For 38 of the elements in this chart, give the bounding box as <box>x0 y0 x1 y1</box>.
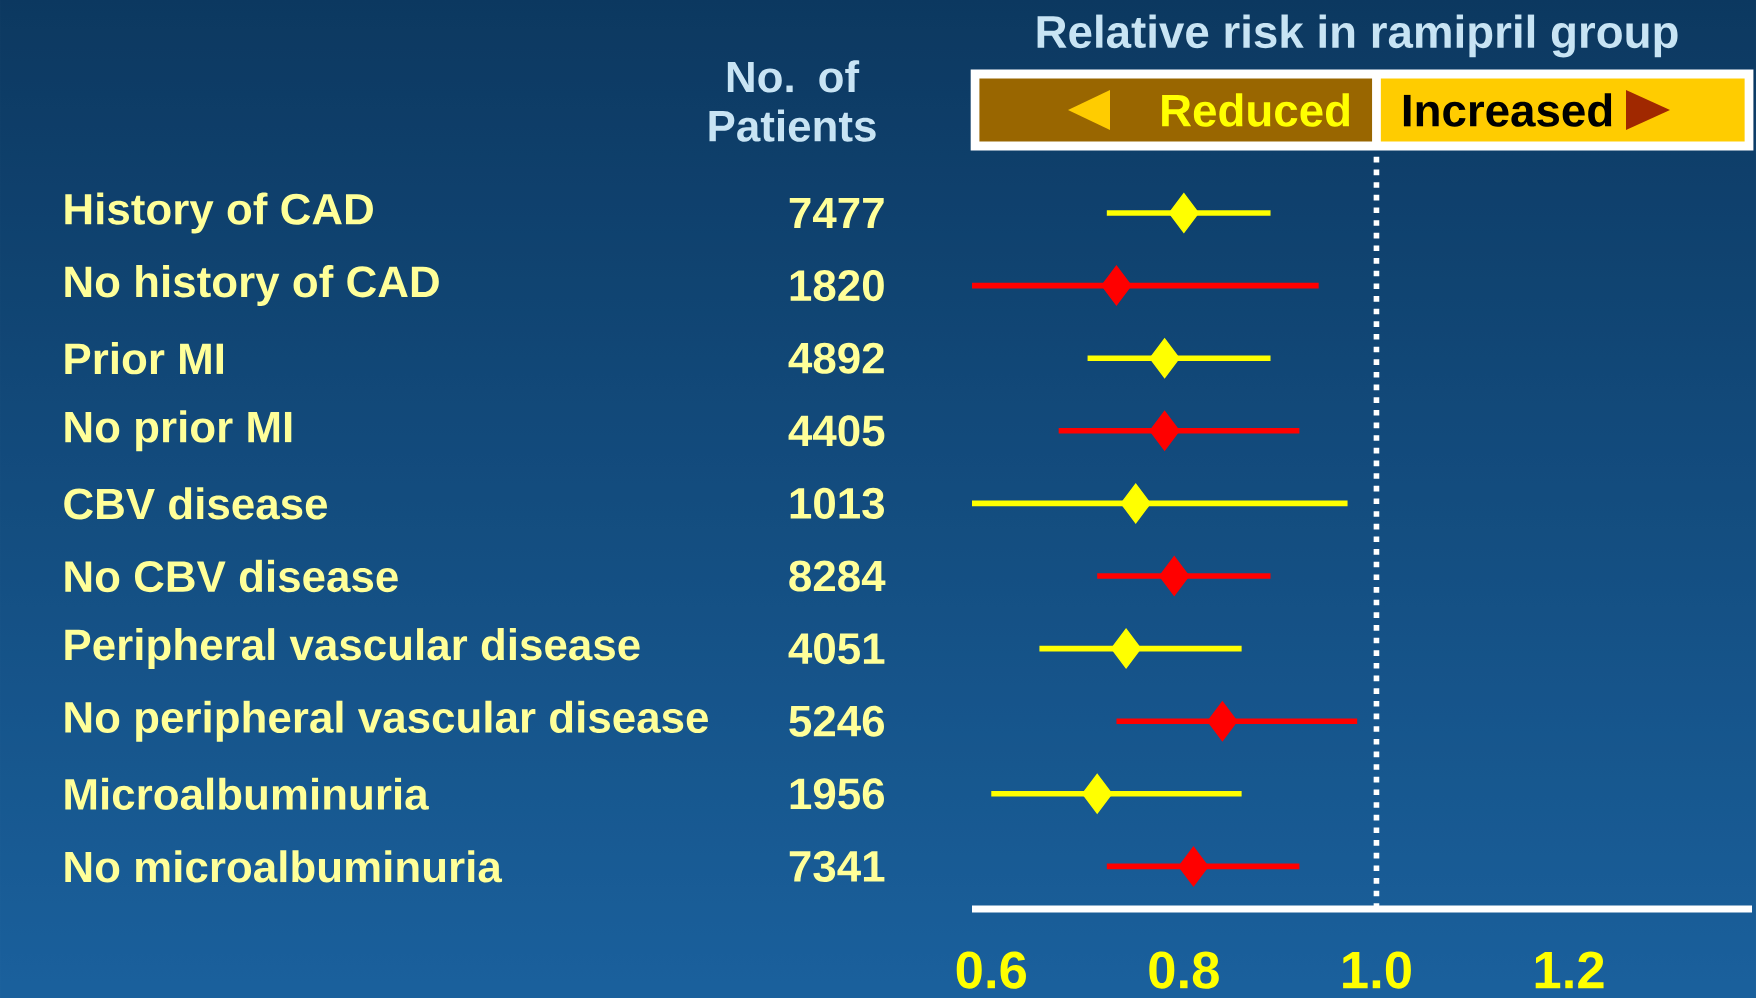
y-tick-label: No microalbuminuria <box>65 850 503 883</box>
text: 4405 <box>788 415 885 447</box>
text: 7477 <box>789 197 884 228</box>
x-tick-label: 0.8 <box>1149 951 1219 989</box>
text: 8284 <box>789 560 886 592</box>
text: 1820 <box>790 269 884 301</box>
text: Reduced <box>1162 92 1350 127</box>
y-tick-label: No peripheral vascular disease <box>65 700 708 742</box>
y-tick-label: Peripheral vascular disease <box>65 627 640 669</box>
chart-title: Relative risk in ramipril group <box>1037 14 1678 58</box>
text: Increased <box>1403 92 1612 127</box>
text: 1013 <box>790 487 884 519</box>
text: 4051 <box>788 632 885 664</box>
point <box>1110 628 1142 669</box>
point <box>1168 192 1200 233</box>
y-tick-label: Microalbuminuria <box>65 777 429 810</box>
point <box>1101 265 1132 306</box>
point <box>1149 337 1180 379</box>
y-tick-label: Prior MI <box>65 341 223 375</box>
x-tick-label: 0.6 <box>956 951 1026 989</box>
point <box>1159 555 1190 596</box>
y-tick-label: No history of CAD <box>65 264 439 306</box>
point <box>1207 700 1238 742</box>
x-tick-label: 1.2 <box>1535 951 1604 989</box>
text: No. of Patients <box>709 60 876 142</box>
text: 7341 <box>789 850 885 882</box>
x-tick-label: 1.0 <box>1343 951 1411 989</box>
text: 4892 <box>788 342 884 374</box>
text: 1956 <box>790 778 884 810</box>
point <box>1081 773 1113 814</box>
point <box>1149 410 1180 451</box>
text: 5246 <box>789 705 884 737</box>
y-tick-label: History of CAD <box>65 192 373 234</box>
point <box>1120 483 1151 524</box>
point <box>1178 846 1209 887</box>
y-tick-label: No CBV disease <box>65 559 398 592</box>
y-tick-label: No prior MI <box>65 410 292 452</box>
y-tick-label: CBV disease <box>64 487 328 520</box>
